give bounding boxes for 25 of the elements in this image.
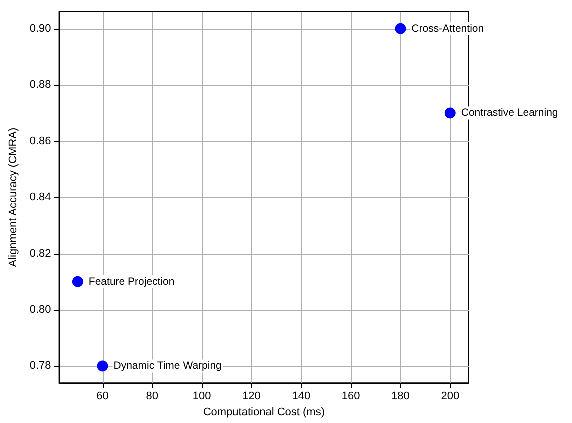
x-tick-label: 140 [292,390,311,403]
annotation: Cross-Attention [412,22,484,35]
y-tick-label: 0.78 [30,360,52,372]
x-tick-label: 180 [392,390,410,403]
x-tick-label: 60 [96,390,109,403]
annotation: Feature Projection [88,276,175,288]
y-tick-label: 0.84 [30,192,52,204]
point [72,276,84,288]
point [444,108,456,119]
y-tick-label: 0.86 [30,135,52,148]
y-tick-label: 0.82 [30,248,52,260]
x-tick-label: 200 [441,390,460,403]
annotation: Dynamic Time Warping [114,360,222,372]
y-tick-label: 0.88 [30,79,52,92]
x-axis-title: Computational Cost (ms) [203,406,325,418]
y-tick-label: 0.90 [30,22,52,35]
point [97,360,108,372]
x-tick-label: 120 [242,390,261,403]
point [395,23,406,34]
x-tick-label: 80 [146,390,159,403]
x-tick-label: 100 [192,390,212,403]
annotation: Contrastive Learning [461,107,558,120]
x-tick-label: 160 [342,390,360,403]
y-axis-title: Alignment Accuracy (CMRA) [8,128,20,268]
y-tick-label: 0.80 [30,304,52,316]
